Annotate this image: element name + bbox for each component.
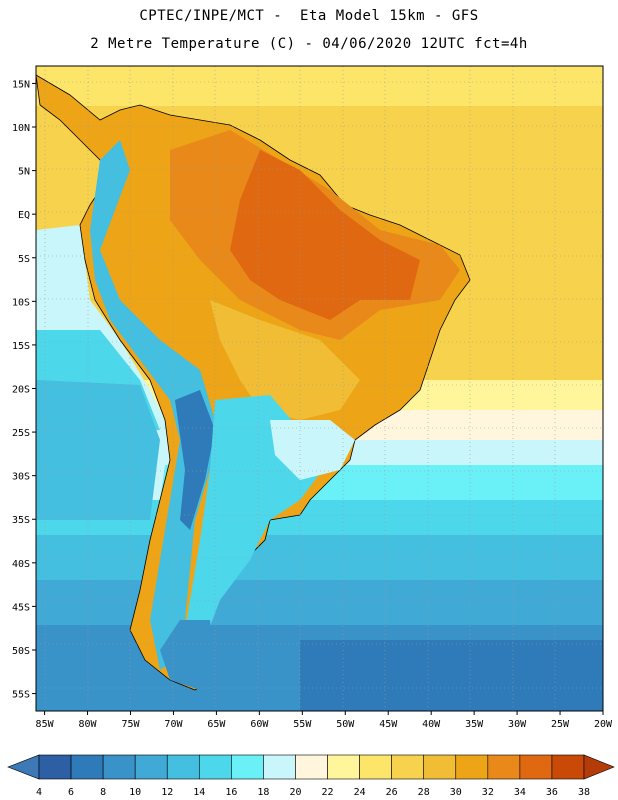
colorbar-cell — [519, 754, 553, 780]
colorbar-high-arrow — [583, 754, 615, 780]
map-field — [36, 66, 603, 711]
central-plateau — [210, 300, 360, 420]
colorbar-label: 36 — [546, 787, 558, 798]
colorbar-label: 18 — [257, 787, 269, 798]
colorbar-label: 4 — [36, 787, 42, 798]
lon-tick-label: 80W — [79, 719, 98, 730]
colorbar-label: 34 — [514, 787, 526, 798]
lon-tick-label: 20W — [594, 719, 613, 730]
lat-tick-label: 20S — [12, 385, 30, 396]
colorbar-cell — [359, 754, 392, 780]
caribbean-band — [36, 66, 603, 106]
colorbar-cell — [134, 754, 168, 780]
colorbar-cell — [102, 754, 136, 780]
graticule — [36, 66, 603, 711]
lon-tick-label: 50W — [336, 719, 355, 730]
band-6-8 — [300, 640, 603, 711]
lon-tick-label: 25W — [551, 719, 570, 730]
colorbar-cell — [391, 754, 425, 780]
colorbar-cell — [295, 754, 328, 780]
colorbar-label: 14 — [193, 787, 205, 798]
lat-tick-label: 25S — [12, 428, 30, 439]
lat-tick-label: 5N — [18, 167, 30, 178]
colorbar-cell — [231, 754, 264, 780]
lon-tick-label: 35W — [465, 719, 484, 730]
lon-tick-label: 60W — [250, 719, 269, 730]
lon-tick-label: 45W — [379, 719, 398, 730]
band-10-12 — [36, 580, 603, 630]
colorbar-cell — [166, 754, 200, 780]
hottest-region — [230, 150, 420, 320]
colorbar-cell — [70, 754, 104, 780]
lat-tick-label: 5S — [18, 254, 30, 265]
colorbar-label: 24 — [354, 787, 366, 798]
lat-tick-label: EQ — [18, 210, 30, 221]
lat-tick-label: 30S — [12, 472, 30, 483]
pacific-colder-water — [36, 380, 160, 520]
lat-tick-label: 35S — [12, 515, 30, 526]
lon-tick-label: 55W — [293, 719, 312, 730]
colorbar-low-arrow — [7, 754, 40, 780]
lon-tick-label: 40W — [422, 719, 441, 730]
colorbar-label: 26 — [386, 787, 398, 798]
andes-highlands — [175, 390, 215, 530]
latitude-axis: 15N 10N 5N EQ 5S 10S 15S 20S 25S 30S 35S 40S 45S 50S 5… — [12, 79, 36, 701]
colorbar-cell — [487, 754, 521, 780]
colorbar-cell — [551, 754, 585, 780]
colorbar-label: 8 — [100, 787, 106, 798]
lat-tick-label: 45S — [12, 602, 30, 613]
lon-tick-label: 70W — [164, 719, 183, 730]
colorbar-label: 12 — [161, 787, 173, 798]
lat-tick-label: 55S — [12, 690, 30, 701]
lon-tick-label: 65W — [207, 719, 226, 730]
colorbar-label: 28 — [418, 787, 430, 798]
colorbar-label: 10 — [129, 787, 141, 798]
lon-tick-label: 75W — [121, 719, 140, 730]
lat-tick-label: 10S — [12, 297, 30, 308]
colorbar-cell — [455, 754, 489, 780]
lon-tick-label: 85W — [36, 719, 55, 730]
longitude-axis: 85W 80W 75W 70W 65W 60W 55W 50W 45W 40W 35W 30W 25W 2… — [36, 711, 613, 730]
colorbar-label: 22 — [322, 787, 334, 798]
map-title-line-2: 2 Metre Temperature (C) - 04/06/2020 12U… — [90, 36, 528, 52]
map-title-line-1: CPTEC/INPE/MCT - Eta Model 15km - GFS — [139, 8, 479, 24]
band-12-14 — [36, 535, 603, 585]
colorbar-label: 32 — [482, 787, 494, 798]
colorbar-cell — [198, 754, 232, 780]
pampas-mild — [270, 420, 355, 480]
lat-tick-label: 40S — [12, 559, 30, 570]
colorbar-label: 38 — [578, 787, 590, 798]
lat-tick-label: 10N — [12, 123, 30, 134]
colorbar-cell — [327, 754, 360, 780]
lat-tick-label: 15N — [12, 79, 30, 90]
colorbar-cell — [38, 754, 72, 780]
lat-tick-label: 15S — [12, 341, 30, 352]
colorbar-label: 6 — [68, 787, 74, 798]
colorbar-label: 30 — [450, 787, 462, 798]
colorbar-cell — [263, 754, 296, 780]
lon-tick-label: 30W — [508, 719, 527, 730]
andes-cold-spine — [90, 140, 215, 670]
lat-tick-label: 50S — [12, 646, 30, 657]
colorbar-label: 20 — [289, 787, 301, 798]
colorbar-cell — [423, 754, 457, 780]
colorbar-label: 16 — [225, 787, 237, 798]
patagonia-cold — [160, 620, 215, 690]
